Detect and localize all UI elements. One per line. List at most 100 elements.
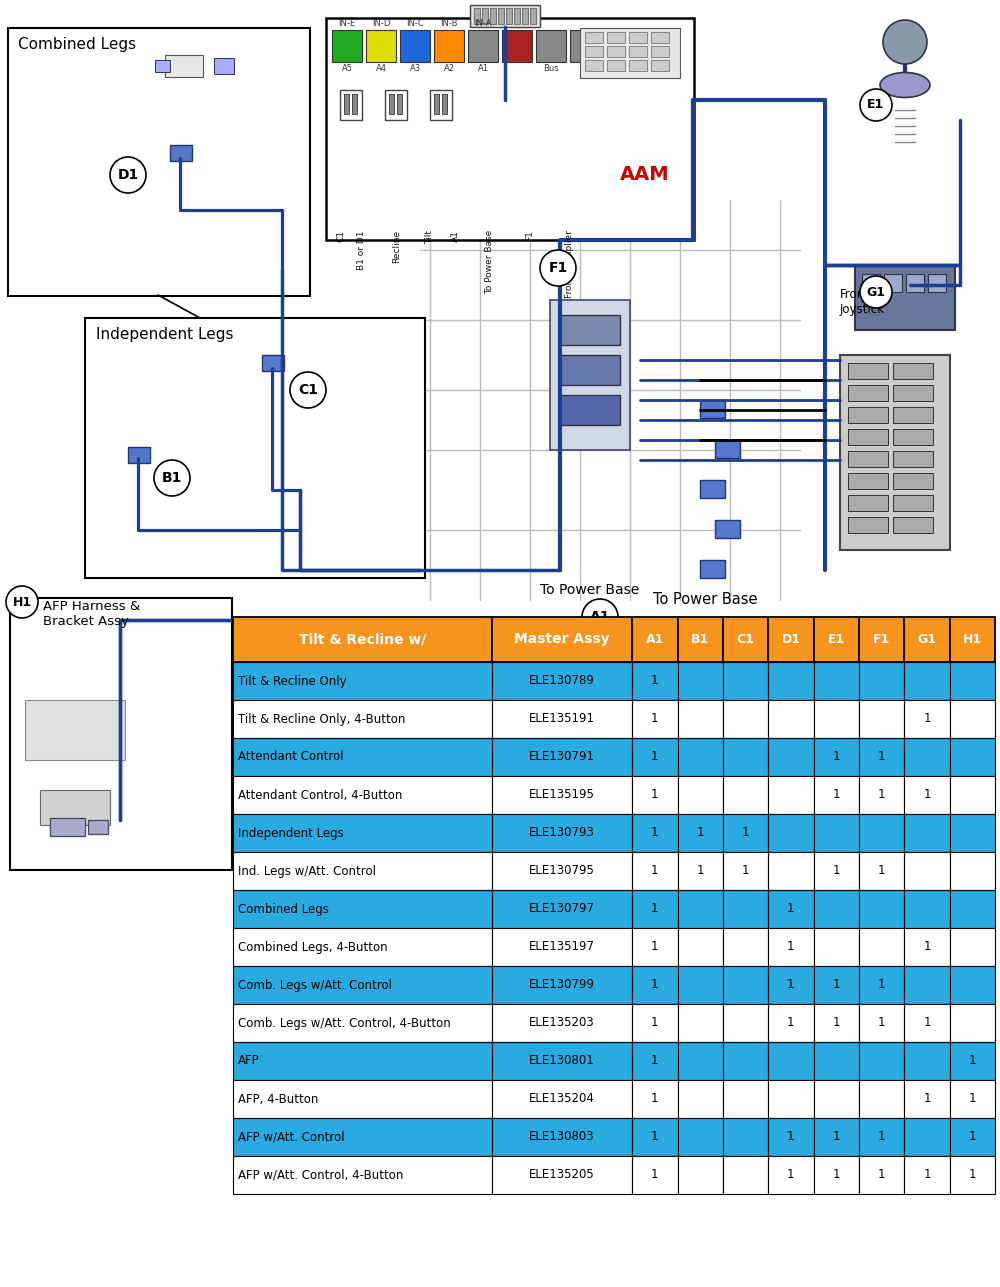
Bar xyxy=(492,813,632,852)
Text: Bus: Bus xyxy=(543,64,559,73)
Bar xyxy=(723,852,768,891)
Text: IN-C: IN-C xyxy=(406,19,424,28)
Bar xyxy=(233,700,492,737)
Text: D1: D1 xyxy=(781,633,800,646)
Text: 1: 1 xyxy=(651,750,659,763)
Text: C1: C1 xyxy=(336,230,346,242)
Text: 1: 1 xyxy=(969,1093,976,1106)
Bar xyxy=(492,616,632,662)
Circle shape xyxy=(540,250,576,286)
Bar xyxy=(678,928,723,967)
Bar xyxy=(859,967,904,1004)
Text: 1: 1 xyxy=(878,978,885,991)
Circle shape xyxy=(883,21,927,64)
Bar xyxy=(723,891,768,928)
Bar xyxy=(638,30,668,62)
Text: Ind. Legs w/Att. Control: Ind. Legs w/Att. Control xyxy=(238,865,376,878)
Bar xyxy=(502,30,532,62)
Bar xyxy=(170,145,192,161)
Bar xyxy=(632,1156,678,1194)
Bar xyxy=(950,700,995,737)
Bar xyxy=(950,813,995,852)
Text: Tilt & Recline Only: Tilt & Recline Only xyxy=(238,674,347,687)
Circle shape xyxy=(860,275,892,308)
Text: 1: 1 xyxy=(923,713,931,726)
Bar xyxy=(233,616,492,662)
Bar xyxy=(723,776,768,813)
Bar xyxy=(678,1156,723,1194)
Bar xyxy=(629,32,647,42)
Bar xyxy=(492,776,632,813)
Bar xyxy=(814,1004,859,1042)
Bar xyxy=(560,315,620,345)
Bar xyxy=(233,891,492,928)
Bar xyxy=(530,8,536,24)
Text: A2: A2 xyxy=(444,64,454,73)
Text: 1: 1 xyxy=(651,941,659,954)
Circle shape xyxy=(860,89,892,121)
Bar xyxy=(632,891,678,928)
Bar xyxy=(950,776,995,813)
Text: 1: 1 xyxy=(969,1169,976,1181)
Text: AFP: AFP xyxy=(238,1054,260,1067)
Text: Attendant Control: Attendant Control xyxy=(238,750,344,763)
Bar xyxy=(893,495,933,511)
Bar xyxy=(859,1004,904,1042)
Bar xyxy=(855,265,955,329)
Bar xyxy=(678,1080,723,1118)
Bar xyxy=(385,90,407,120)
Bar xyxy=(768,616,814,662)
Text: ELE135191: ELE135191 xyxy=(529,713,595,726)
Text: 1: 1 xyxy=(833,865,840,878)
Bar xyxy=(632,616,678,662)
Bar xyxy=(848,450,888,467)
Bar xyxy=(233,1080,492,1118)
Bar xyxy=(430,90,452,120)
Bar xyxy=(492,967,632,1004)
Text: From Multiplier: From Multiplier xyxy=(566,230,574,297)
Bar xyxy=(904,737,950,776)
Bar xyxy=(768,928,814,967)
Bar xyxy=(632,1080,678,1118)
Bar xyxy=(607,32,625,42)
Bar xyxy=(632,967,678,1004)
Text: 1: 1 xyxy=(651,1017,659,1030)
Bar xyxy=(950,737,995,776)
Bar xyxy=(893,363,933,378)
Bar xyxy=(560,355,620,385)
Bar xyxy=(904,616,950,662)
Text: AFP Harness &
Bracket Assy: AFP Harness & Bracket Assy xyxy=(43,600,140,628)
Bar xyxy=(506,8,512,24)
Bar xyxy=(700,560,725,578)
Text: To Power Base: To Power Base xyxy=(486,230,494,295)
Text: ELE130799: ELE130799 xyxy=(529,978,595,991)
Text: 1: 1 xyxy=(833,750,840,763)
Bar xyxy=(233,776,492,813)
Bar xyxy=(8,28,310,296)
Bar xyxy=(859,1080,904,1118)
Bar xyxy=(492,1118,632,1156)
Bar xyxy=(498,8,504,24)
Text: C1: C1 xyxy=(298,384,318,396)
Text: 1: 1 xyxy=(651,1054,659,1067)
Bar xyxy=(768,852,814,891)
Bar xyxy=(950,928,995,967)
Text: 1: 1 xyxy=(833,1130,840,1144)
Bar xyxy=(723,1042,768,1080)
Bar xyxy=(904,1042,950,1080)
Bar xyxy=(904,662,950,700)
Bar xyxy=(492,891,632,928)
Text: ELE135205: ELE135205 xyxy=(529,1169,595,1181)
Text: H1: H1 xyxy=(12,596,32,609)
Bar xyxy=(492,1156,632,1194)
Ellipse shape xyxy=(880,72,930,98)
Text: D1: D1 xyxy=(117,169,139,181)
Bar xyxy=(768,813,814,852)
Text: ELE130803: ELE130803 xyxy=(529,1130,595,1144)
Bar xyxy=(233,662,492,700)
Bar xyxy=(950,616,995,662)
Bar xyxy=(768,1004,814,1042)
Text: E1: E1 xyxy=(828,633,845,646)
Bar xyxy=(233,813,492,852)
Text: ELE130793: ELE130793 xyxy=(529,826,595,839)
